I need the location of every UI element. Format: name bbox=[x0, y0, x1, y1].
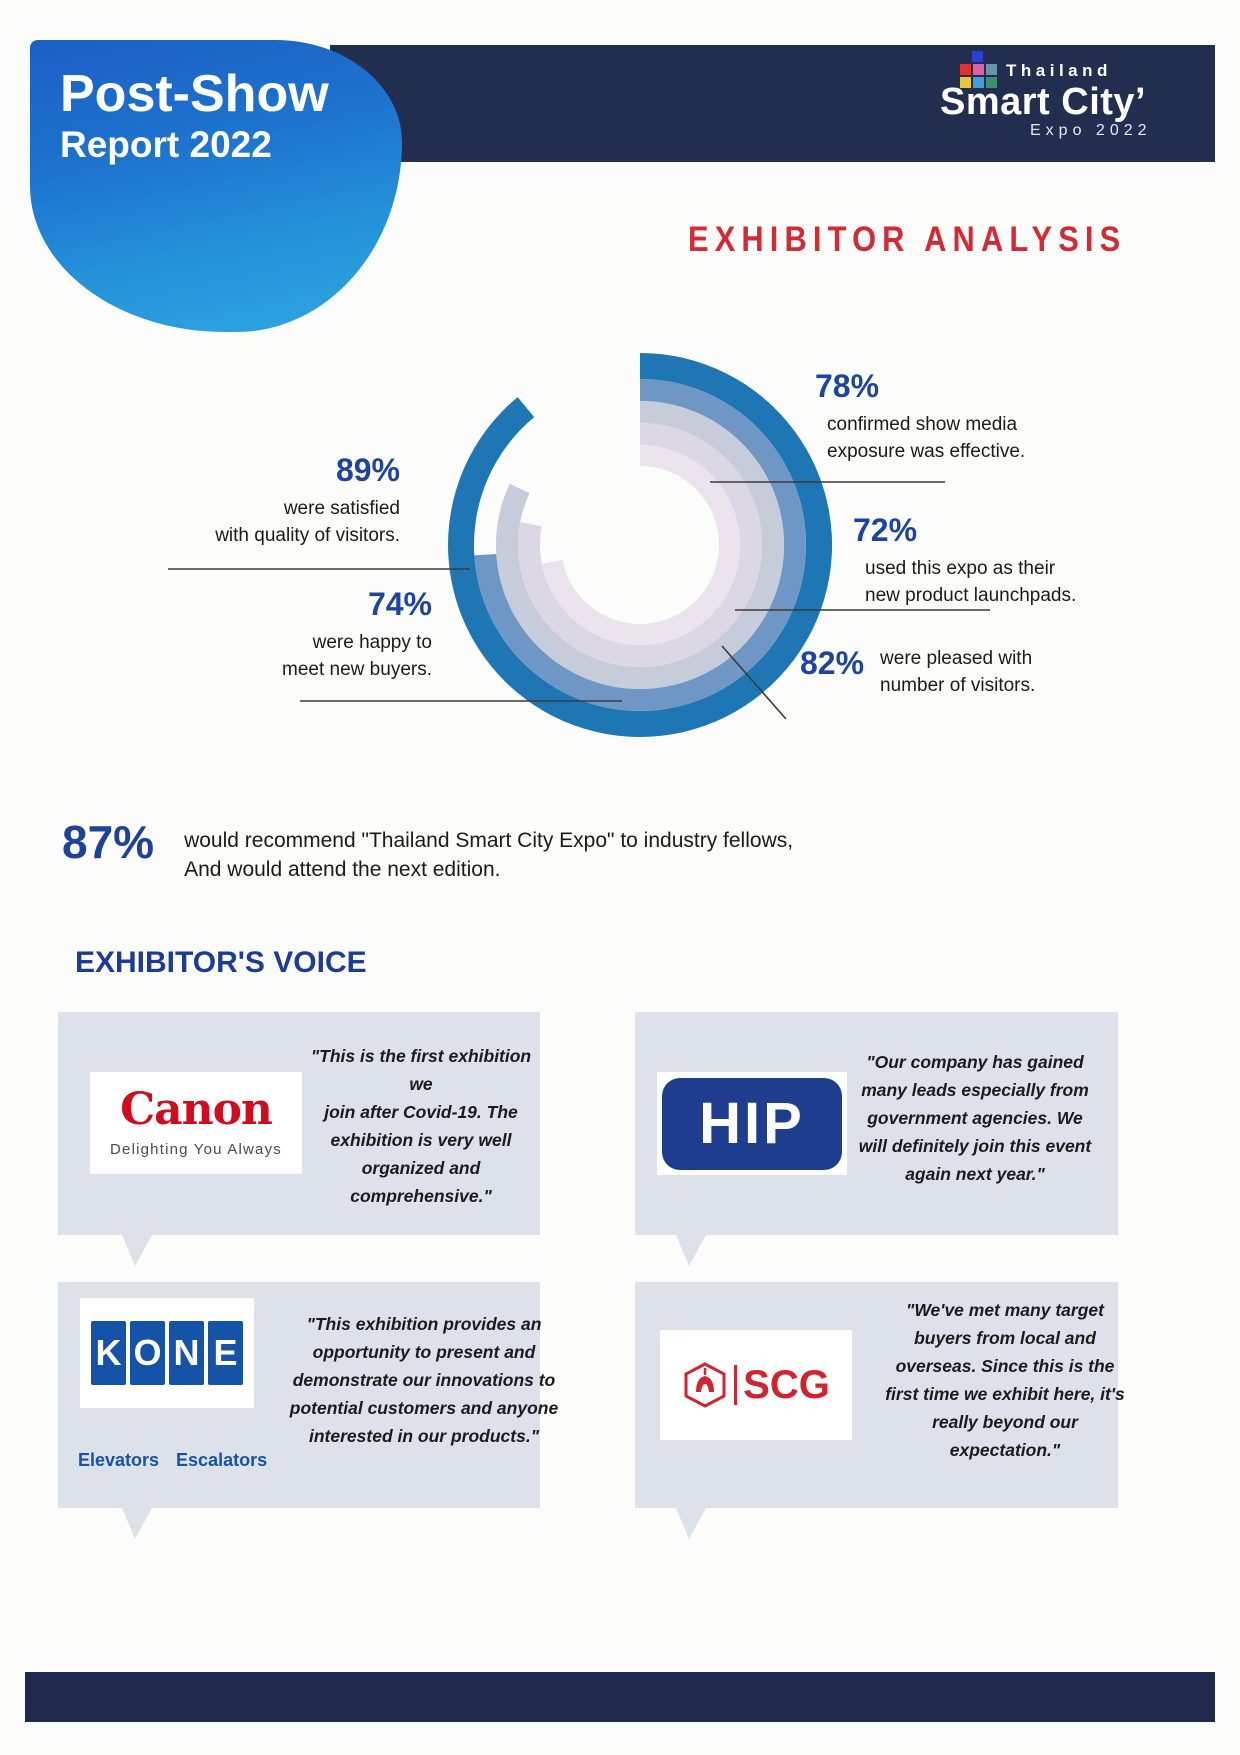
speech-tail-icon bbox=[676, 1508, 706, 1539]
report-title-badge: Post-Show Report 2022 bbox=[30, 40, 402, 332]
stat-value-74: 74% bbox=[367, 586, 432, 622]
voice-section-title: EXHIBITOR'S VOICE bbox=[75, 946, 367, 979]
logo-pixel-square bbox=[960, 64, 971, 75]
radial-bar-chart bbox=[448, 353, 832, 737]
kone-tile-O: O bbox=[130, 1321, 165, 1385]
kone-tagline: Elevators Escalators bbox=[78, 1450, 268, 1470]
speech-tail-icon bbox=[122, 1508, 152, 1539]
stat-highlight-87: 87% would recommend "Thailand Smart City… bbox=[62, 818, 793, 884]
kone-tile-E: E bbox=[208, 1321, 243, 1385]
scg-elephant-hexagon-icon bbox=[684, 1362, 726, 1408]
stat-callout-89: 89% were satisfied with quality of visit… bbox=[150, 452, 400, 549]
stat-value-78: 78% bbox=[815, 368, 880, 404]
stat-desc-72: used this expo as their new product laun… bbox=[865, 558, 1077, 606]
stat-value-72: 72% bbox=[853, 512, 918, 548]
expo-logo: Thailand Smart City’ Expo 2022 bbox=[930, 45, 1210, 150]
logo-pixel-square bbox=[986, 64, 997, 75]
stat-callout-82: 82% were pleased with number of visitors… bbox=[800, 645, 1080, 699]
stat-desc-78: confirmed show media exposure was effect… bbox=[827, 414, 1026, 462]
page-title: EXHIBITOR ANALYSIS bbox=[688, 220, 1127, 259]
logo-pixel-square bbox=[972, 51, 983, 62]
hip-wordmark: HIP bbox=[699, 1091, 805, 1156]
stat-desc-82: were pleased with number of visitors. bbox=[880, 648, 1036, 696]
logo-name: Smart City’ bbox=[940, 81, 1147, 123]
stat-value-82: 82% bbox=[800, 645, 865, 681]
scg-wordmark: SCG bbox=[743, 1362, 830, 1407]
header-navy-bar bbox=[330, 45, 1215, 162]
quote-card-hip: HIP "Our company has gained many leads e… bbox=[635, 1012, 1118, 1235]
quote-card-scg: SCG "We've met many target buyers from l… bbox=[635, 1282, 1125, 1508]
canon-tagline: Delighting You Always bbox=[110, 1141, 282, 1158]
speech-tail-icon bbox=[676, 1235, 706, 1266]
speech-tail-icon bbox=[122, 1235, 152, 1266]
stat-desc-74: were happy to meet new buyers. bbox=[282, 632, 432, 680]
chart-ring-72 bbox=[541, 445, 741, 645]
quote-card-canon: Canon Delighting You Always "This is the… bbox=[58, 1012, 540, 1235]
pixel-grid-logo-icon bbox=[960, 51, 1002, 93]
hip-logo-rect: HIP bbox=[662, 1077, 842, 1170]
report-title-line1: Post-Show bbox=[60, 65, 329, 123]
stat-callout-72: 72% used this expo as their new product … bbox=[853, 512, 1103, 609]
kone-tile-K: K bbox=[91, 1321, 126, 1385]
logo-pixel-square bbox=[986, 77, 997, 88]
logo-pixel-square bbox=[960, 77, 971, 88]
scg-divider bbox=[734, 1365, 738, 1405]
hip-logo: HIP bbox=[657, 1072, 847, 1175]
scg-logo: SCG bbox=[660, 1330, 852, 1440]
canon-logo: Canon Delighting You Always bbox=[90, 1072, 302, 1174]
quote-text: "We've met many target buyers from local… bbox=[885, 1300, 1125, 1460]
stat-desc-87: would recommend "Thailand Smart City Exp… bbox=[184, 829, 794, 881]
stat-value-89: 89% bbox=[335, 452, 400, 488]
stat-callout-74: 74% were happy to meet new buyers. bbox=[182, 586, 432, 683]
stat-desc-89: were satisfied with quality of visitors. bbox=[215, 498, 400, 546]
stat-callout-78: 78% confirmed show media exposure was ef… bbox=[815, 368, 1055, 465]
quote-text: "This is the first exhibition we join af… bbox=[310, 1046, 532, 1206]
canon-wordmark: Canon bbox=[120, 1084, 273, 1135]
quote-text: "This exhibition provides an opportunity… bbox=[289, 1314, 559, 1446]
logo-country: Thailand bbox=[1006, 61, 1112, 80]
footer-navy-bar bbox=[25, 1672, 1215, 1722]
kone-tile-N: N bbox=[169, 1321, 204, 1385]
stat-value-87: 87% bbox=[62, 816, 155, 868]
logo-pixel-square bbox=[973, 64, 984, 75]
report-title-line2: Report 2022 bbox=[60, 124, 272, 165]
quote-text: "Our company has gained many leads espec… bbox=[858, 1052, 1092, 1184]
logo-pixel-square bbox=[973, 77, 984, 88]
logo-expo-year: Expo 2022 bbox=[1030, 122, 1152, 139]
